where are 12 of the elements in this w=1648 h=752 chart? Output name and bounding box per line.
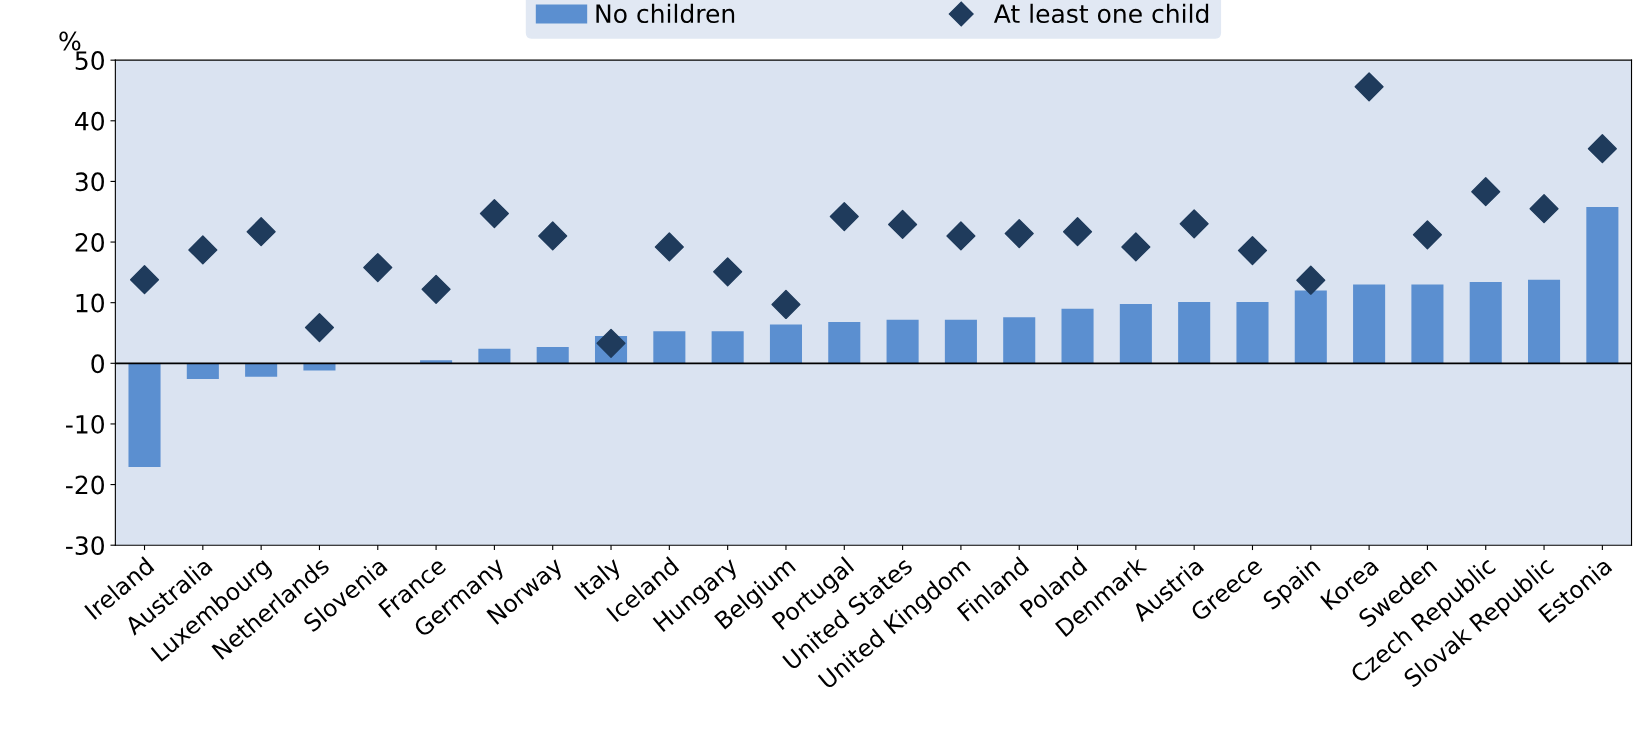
y-tick-label: 40 (75, 111, 104, 131)
y-tick-label: 50 (75, 51, 104, 71)
y-tick-label: 20 (75, 232, 104, 252)
y-axis-title: % (59, 31, 81, 51)
legend-label: At least one child (993, 3, 1209, 24)
y-tick-label: 0 (91, 354, 104, 374)
legend-label: No children (596, 3, 735, 24)
y-tick-label: 30 (75, 172, 104, 192)
y-tick-label: -30 (66, 536, 104, 556)
y-tick-label: -20 (66, 475, 104, 495)
y-tick-label: 10 (76, 293, 104, 313)
y-tick-label: -10 (66, 414, 104, 434)
